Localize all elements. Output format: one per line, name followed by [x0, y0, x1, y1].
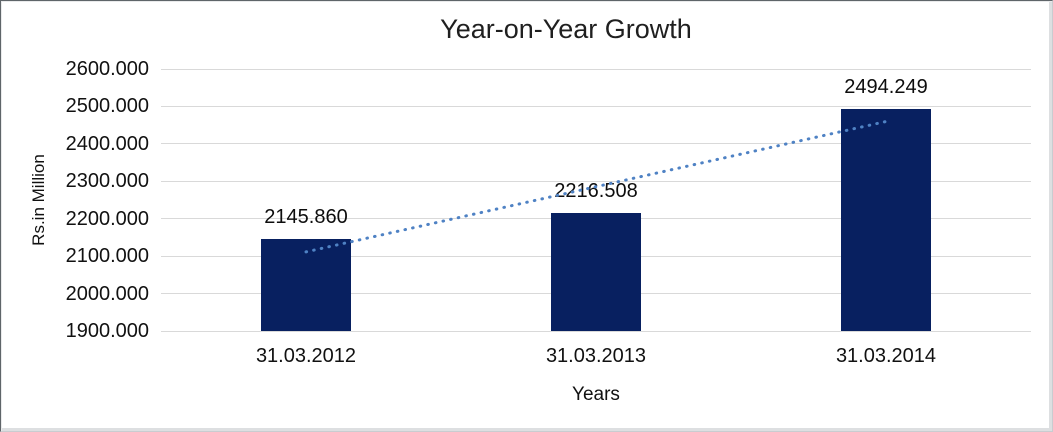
- x-axis-title: Years: [572, 384, 620, 405]
- y-tick-label: 2400.000: [65, 132, 149, 155]
- gridline: [161, 105, 1031, 107]
- gridline: [161, 68, 1031, 70]
- bar-data-label: 2145.860: [264, 205, 348, 228]
- bar: [841, 108, 931, 331]
- bar: [551, 212, 641, 331]
- y-tick-label: 2600.000: [65, 58, 149, 80]
- y-tick-label: 2500.000: [65, 95, 149, 118]
- gridline: [161, 330, 1031, 332]
- bar-data-label: 2494.249: [844, 75, 928, 98]
- x-category-label: 31.03.2012: [255, 345, 357, 367]
- bar: [261, 238, 351, 331]
- y-tick-label: 2000.000: [65, 282, 149, 305]
- y-tick-label: 2100.000: [65, 245, 149, 268]
- chart-title: Year-on-Year Growth: [440, 14, 692, 44]
- bar-data-label: 2216.508: [554, 179, 638, 202]
- y-tick-label: 2300.000: [65, 170, 149, 193]
- x-category-label: 31.03.2014: [835, 345, 937, 367]
- y-tick-label: 1900.000: [65, 320, 149, 342]
- y-axis-title: Rs.in Million: [29, 154, 48, 246]
- x-category-label: 31.03.2013: [545, 345, 647, 367]
- y-tick-label: 2200.000: [65, 207, 149, 230]
